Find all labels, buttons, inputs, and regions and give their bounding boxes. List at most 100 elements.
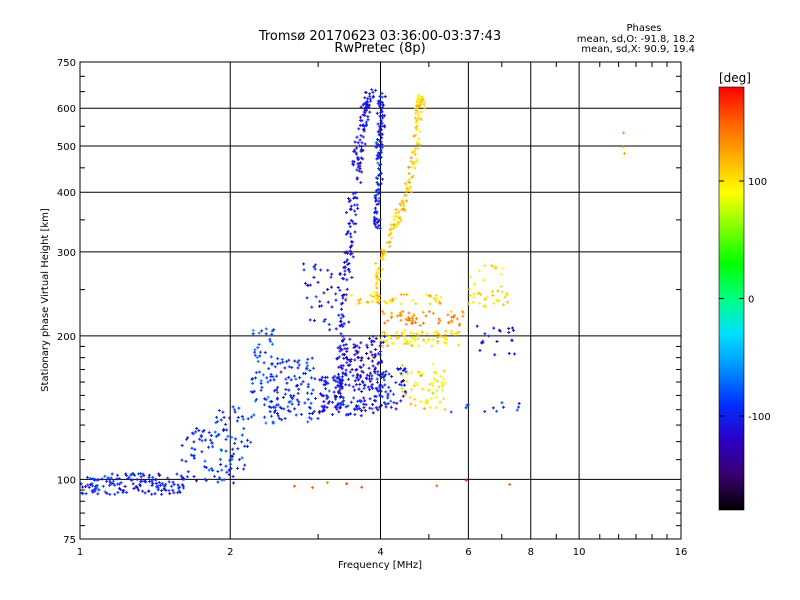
data-point bbox=[308, 406, 312, 410]
data-point bbox=[155, 485, 159, 489]
data-point bbox=[235, 419, 239, 423]
data-point bbox=[326, 401, 330, 405]
data-point bbox=[492, 301, 496, 305]
data-point bbox=[386, 394, 390, 398]
data-point bbox=[167, 489, 171, 493]
data-point bbox=[387, 233, 391, 237]
data-point bbox=[357, 346, 361, 350]
data-point bbox=[273, 365, 277, 369]
data-point bbox=[341, 364, 345, 368]
data-point bbox=[366, 356, 370, 360]
data-point bbox=[399, 204, 403, 208]
data-point bbox=[352, 150, 356, 154]
data-point bbox=[352, 396, 356, 400]
data-point bbox=[477, 269, 481, 273]
data-point bbox=[337, 375, 341, 379]
data-point bbox=[491, 293, 495, 297]
data-point bbox=[413, 403, 417, 407]
data-point bbox=[371, 295, 375, 299]
data-point bbox=[365, 343, 369, 347]
data-point bbox=[200, 439, 204, 443]
data-point bbox=[209, 438, 213, 442]
data-point bbox=[368, 92, 372, 96]
data-point bbox=[374, 141, 378, 145]
data-point bbox=[380, 251, 384, 255]
data-point bbox=[339, 364, 343, 368]
data-point bbox=[348, 370, 352, 374]
data-point bbox=[368, 379, 372, 383]
data-point bbox=[358, 144, 362, 148]
data-point bbox=[428, 405, 432, 409]
data-point bbox=[378, 373, 382, 377]
data-point bbox=[400, 386, 404, 390]
data-point bbox=[412, 134, 416, 138]
data-point bbox=[373, 291, 377, 295]
data-point bbox=[377, 266, 381, 270]
data-point bbox=[336, 346, 340, 350]
data-point bbox=[280, 406, 284, 410]
data-point bbox=[320, 375, 324, 379]
data-point bbox=[464, 406, 468, 410]
data-point bbox=[260, 329, 264, 333]
data-point bbox=[405, 199, 409, 203]
data-point bbox=[377, 133, 381, 137]
data-point bbox=[421, 310, 425, 314]
data-point bbox=[97, 488, 101, 492]
data-point bbox=[430, 397, 434, 401]
data-point bbox=[428, 382, 432, 386]
data-point bbox=[375, 291, 379, 295]
data-point bbox=[490, 290, 494, 294]
data-point bbox=[341, 314, 345, 318]
data-point bbox=[323, 375, 327, 379]
data-point bbox=[410, 322, 414, 326]
data-point bbox=[359, 399, 363, 403]
data-point bbox=[125, 490, 129, 494]
x-tick-label: 1 bbox=[77, 547, 83, 558]
data-point bbox=[415, 98, 419, 102]
data-point bbox=[154, 481, 158, 485]
data-point bbox=[434, 371, 438, 375]
data-point bbox=[375, 295, 379, 299]
data-point bbox=[342, 343, 346, 347]
data-point bbox=[354, 383, 358, 387]
data-point bbox=[361, 157, 365, 161]
data-point bbox=[365, 99, 369, 103]
x-tick-label: 16 bbox=[675, 547, 688, 558]
data-point bbox=[347, 200, 351, 204]
data-point bbox=[378, 298, 382, 302]
data-point bbox=[468, 275, 472, 279]
data-point bbox=[224, 437, 228, 441]
data-point bbox=[258, 354, 262, 358]
data-point bbox=[492, 326, 496, 330]
data-point bbox=[231, 474, 235, 478]
data-point bbox=[356, 162, 360, 166]
data-point bbox=[143, 491, 147, 495]
data-point bbox=[323, 404, 327, 408]
data-point bbox=[418, 98, 422, 102]
data-point bbox=[137, 488, 141, 492]
data-point bbox=[399, 372, 403, 376]
data-point bbox=[495, 298, 499, 302]
data-point bbox=[381, 103, 385, 107]
data-point bbox=[352, 196, 356, 200]
data-point bbox=[341, 324, 345, 328]
data-point bbox=[157, 472, 161, 476]
data-point bbox=[322, 319, 326, 323]
data-point bbox=[378, 156, 382, 160]
data-point bbox=[80, 491, 84, 495]
data-point bbox=[402, 293, 406, 297]
data-point bbox=[359, 156, 363, 160]
data-point bbox=[171, 488, 175, 492]
data-point bbox=[379, 148, 383, 152]
data-point bbox=[214, 434, 218, 438]
data-point bbox=[384, 405, 388, 409]
data-point bbox=[335, 407, 339, 411]
data-point bbox=[431, 362, 435, 366]
data-point bbox=[472, 282, 476, 286]
data-point bbox=[378, 353, 382, 357]
data-point bbox=[434, 330, 438, 334]
data-point bbox=[428, 302, 432, 306]
data-point bbox=[163, 484, 167, 488]
data-point bbox=[350, 252, 354, 256]
data-point bbox=[84, 485, 88, 489]
